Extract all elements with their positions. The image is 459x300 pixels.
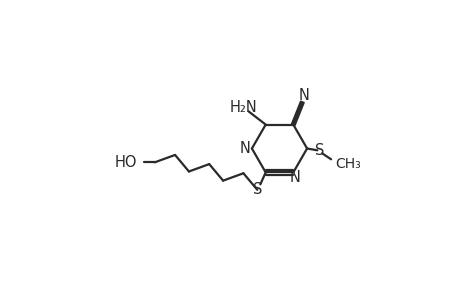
Text: S: S bbox=[314, 143, 324, 158]
Text: N: N bbox=[289, 170, 300, 185]
Text: HO: HO bbox=[114, 155, 136, 170]
Text: CH₃: CH₃ bbox=[335, 157, 361, 171]
Text: N: N bbox=[239, 141, 250, 156]
Text: N: N bbox=[298, 88, 308, 103]
Text: S: S bbox=[252, 182, 262, 197]
Text: H₂N: H₂N bbox=[229, 100, 257, 115]
